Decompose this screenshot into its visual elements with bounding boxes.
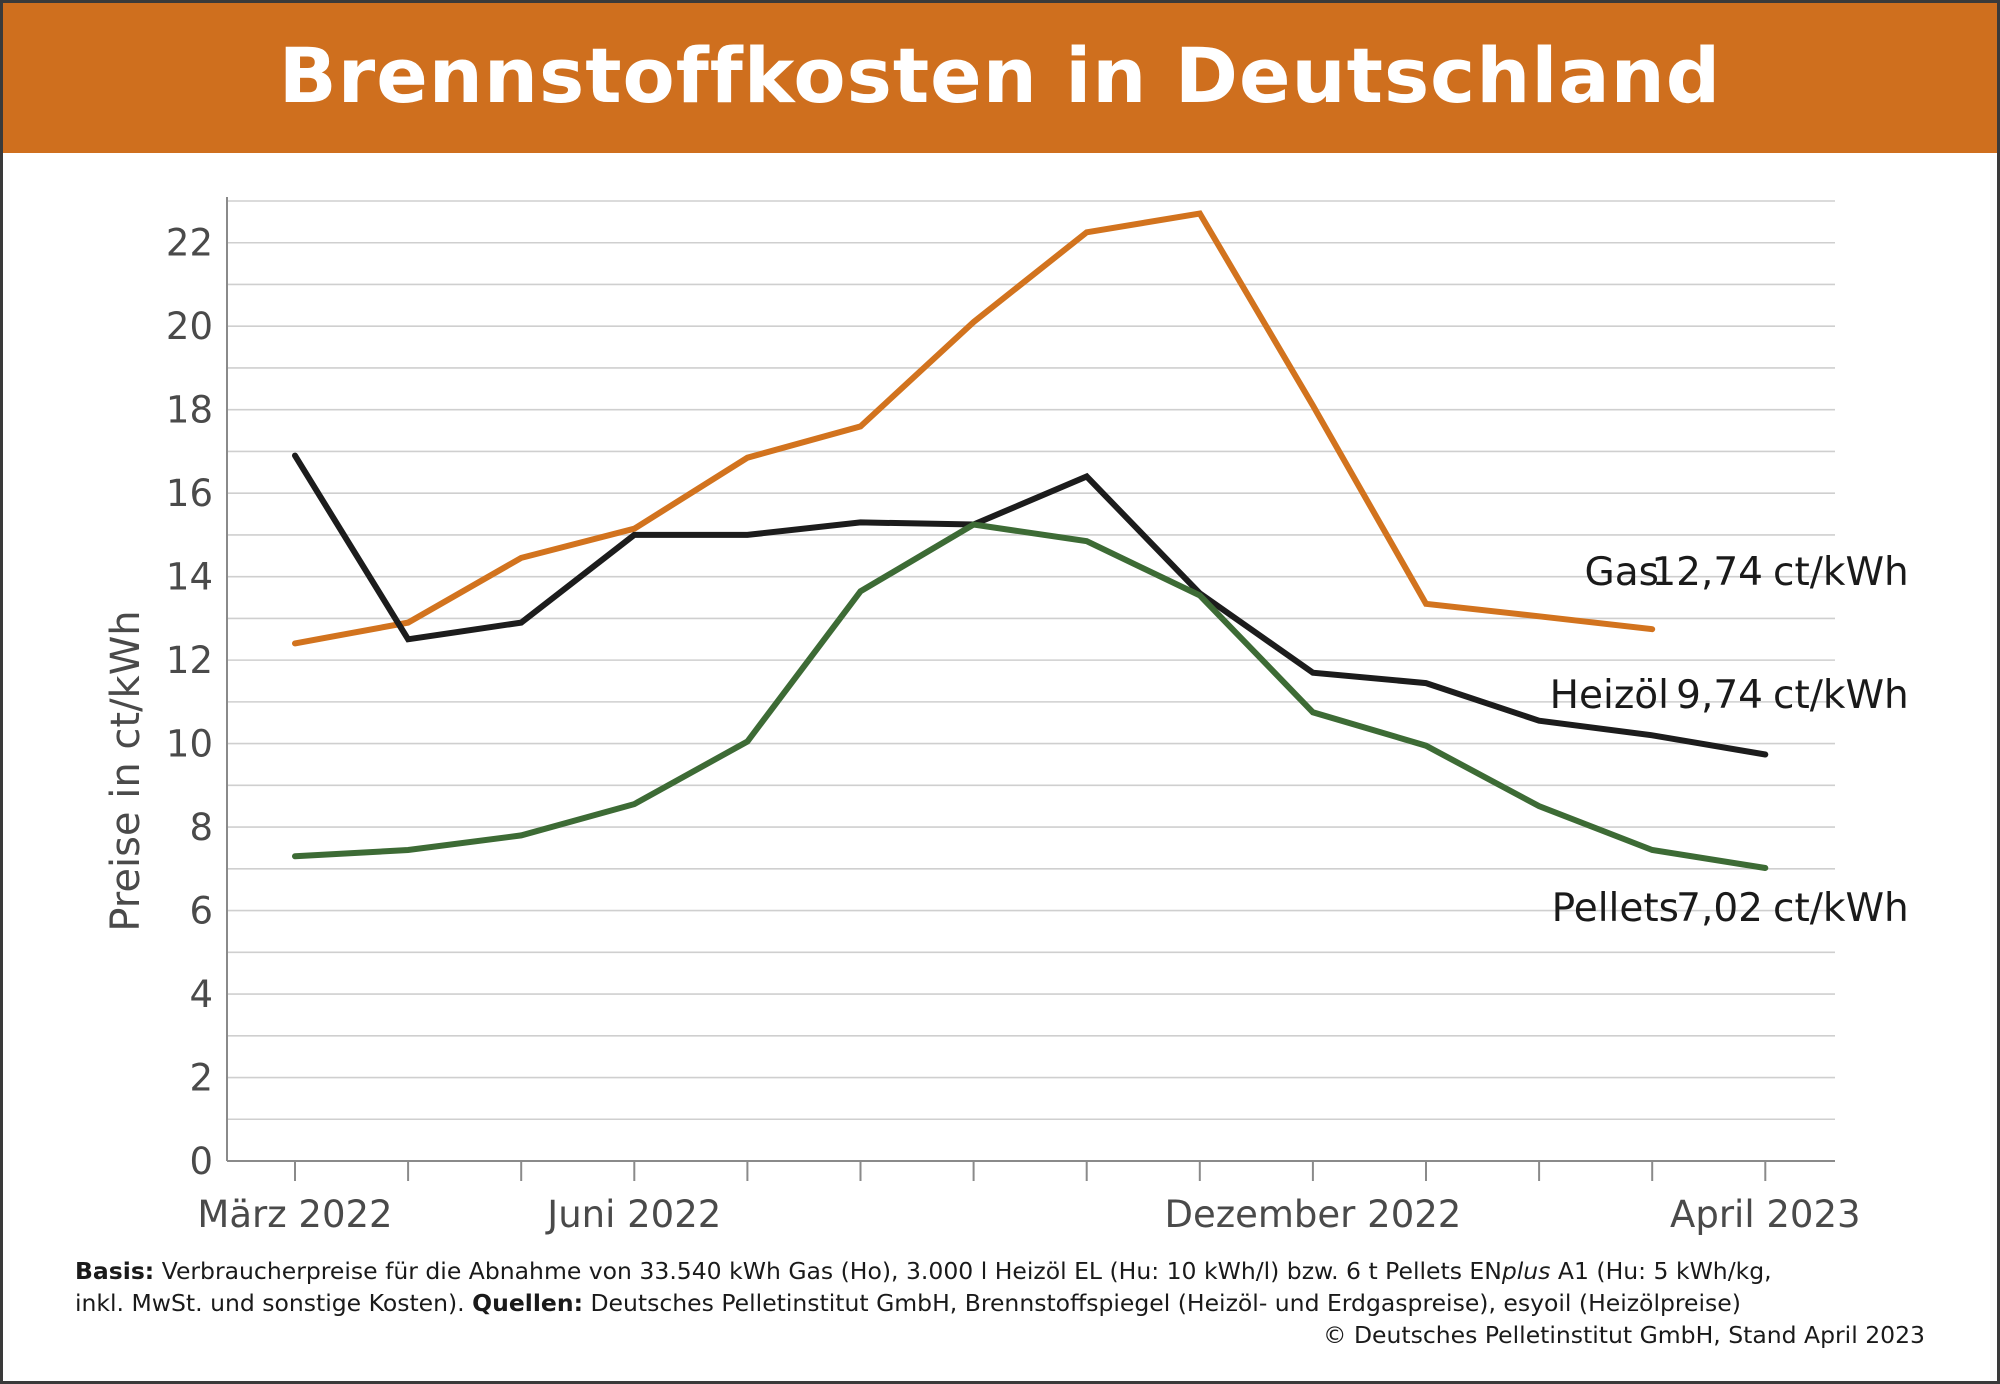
series-line-gas — [292, 210, 1656, 647]
sources-text: Deutsches Pelletinstitut GmbH, Brennstof… — [590, 1289, 1741, 1317]
series-label-unit-gas: ct/kWh — [1773, 550, 1909, 595]
series-label-value-heizoel: 9,74 — [1676, 673, 1763, 718]
basis-label: Basis: — [75, 1257, 155, 1285]
series-label-name-pellets: Pellets — [1552, 886, 1679, 931]
x-tick-label: Juni 2022 — [545, 1193, 721, 1236]
y-tick-label: 2 — [189, 1057, 213, 1100]
y-tick-label: 6 — [189, 890, 213, 933]
series-label-name-gas: Gas — [1585, 550, 1659, 595]
copyright: © Deutsches Pelletinstitut GmbH, Stand A… — [1322, 1321, 1925, 1349]
footnote-basis-line: Basis: Verbraucherpreise für die Abnahme… — [75, 1255, 1925, 1287]
basis-text-2: A1 (Hu: 5 kWh/kg, — [1557, 1257, 1772, 1285]
series-line-pellets — [292, 521, 1769, 871]
footnote-sources-line: inkl. MwSt. und sonstige Kosten). Quelle… — [75, 1287, 1925, 1319]
chart-title: Brennstoffkosten in Deutschland — [278, 30, 1722, 120]
y-axis-title: Preise in ct/kWh — [103, 610, 149, 931]
y-tick-label: 4 — [189, 973, 213, 1016]
y-tick-label: 12 — [166, 639, 213, 682]
x-tick-label: März 2022 — [197, 1193, 392, 1236]
y-tick-label: 18 — [166, 389, 213, 432]
series-label-value-pellets: 7,02 — [1676, 886, 1763, 931]
y-tick-label: 0 — [189, 1140, 213, 1183]
footnote: Basis: Verbraucherpreise für die Abnahme… — [75, 1255, 1925, 1351]
y-tick-label: 16 — [166, 472, 213, 515]
y-tick-label: 22 — [166, 222, 213, 265]
y-tick-label: 14 — [166, 556, 213, 599]
basis-text-3: inkl. MwSt. und sonstige Kosten). — [75, 1289, 465, 1317]
series-label-name-heizoel: Heizöl — [1550, 673, 1669, 718]
series-label-unit-pellets: ct/kWh — [1773, 886, 1909, 931]
line-chart: 0 2 4 6 8 10 12 14 16 18 20 22 Preise in ct/kWh März … — [103, 197, 1909, 1236]
sources-label: Quellen: — [472, 1289, 583, 1317]
series-label-unit-heizoel: ct/kWh — [1773, 673, 1909, 718]
y-tick-label: 20 — [166, 305, 213, 348]
y-tick-label: 8 — [189, 806, 213, 849]
series-line-heizoel — [292, 452, 1769, 758]
x-tick-label: April 2023 — [1670, 1193, 1861, 1236]
series-label-value-gas: 12,74 — [1651, 550, 1763, 595]
y-tick-label: 10 — [166, 723, 213, 766]
x-tick-label: Dezember 2022 — [1164, 1193, 1461, 1236]
basis-text: Verbraucherpreise für die Abnahme von 33… — [161, 1257, 1502, 1285]
title-banner: Brennstoffkosten in Deutschland — [3, 3, 1997, 153]
basis-italic: plus — [1501, 1257, 1551, 1285]
